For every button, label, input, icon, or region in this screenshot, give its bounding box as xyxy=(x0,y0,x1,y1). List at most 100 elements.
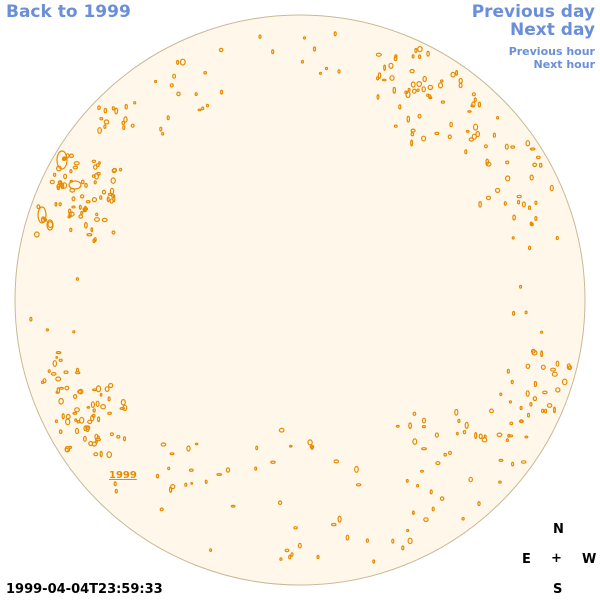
contour-mark xyxy=(383,64,387,71)
contour-mark xyxy=(457,418,461,424)
active-region-link[interactable]: 1999 xyxy=(109,470,137,481)
contour-loop xyxy=(68,180,82,190)
contour-mark xyxy=(230,504,236,508)
contour-mark xyxy=(407,537,413,545)
contour-mark xyxy=(450,71,456,78)
contour-mark xyxy=(508,400,512,404)
contour-mark xyxy=(462,430,467,435)
contour-mark xyxy=(414,47,418,54)
contour-mark xyxy=(318,71,323,75)
contour-mark xyxy=(47,369,51,374)
contour-loop xyxy=(37,206,47,224)
contour-mark xyxy=(555,235,559,241)
contour-mark xyxy=(416,88,420,92)
contour-mark xyxy=(345,534,350,541)
contour-mark xyxy=(489,408,495,414)
contour-mark xyxy=(64,385,70,391)
contour-mark xyxy=(52,360,58,367)
contour-mark xyxy=(455,69,459,76)
contour-mark xyxy=(159,126,163,132)
contour-mark xyxy=(58,358,63,362)
contour-mark xyxy=(161,132,165,136)
contour-mark xyxy=(82,207,86,213)
contour-mark xyxy=(427,84,434,91)
contour-mark xyxy=(407,87,411,92)
contour-mark xyxy=(406,115,411,123)
previous-hour-link[interactable]: Previous hour xyxy=(508,45,595,58)
contour-mark xyxy=(418,54,422,60)
contour-mark xyxy=(416,483,420,488)
contour-mark xyxy=(540,350,544,358)
contour-mark xyxy=(393,124,398,128)
contour-mark xyxy=(176,59,180,65)
contour-mark xyxy=(78,214,84,219)
contour-mark xyxy=(333,31,337,37)
contour-mark xyxy=(49,179,55,185)
contour-mark xyxy=(114,107,119,115)
contour-mark xyxy=(87,419,93,425)
contour-mark xyxy=(98,161,101,165)
contour-mark xyxy=(465,129,470,133)
previous-day-link[interactable]: Previous day xyxy=(471,2,595,22)
contour-mark xyxy=(421,447,427,451)
contour-mark xyxy=(68,211,75,217)
contour-mark xyxy=(270,460,276,464)
contour-mark xyxy=(56,183,61,189)
contour-mark xyxy=(186,445,191,452)
contour-mark xyxy=(529,174,534,181)
contour-mark xyxy=(434,131,440,136)
contour-mark xyxy=(36,204,41,210)
contour-mark xyxy=(201,106,205,111)
contour-mark xyxy=(99,450,103,458)
contour-mark xyxy=(93,217,100,222)
contour-mark xyxy=(86,232,93,237)
contour-mark xyxy=(90,414,95,422)
contour-mark xyxy=(71,196,76,202)
contour-mark xyxy=(468,476,474,483)
contour-mark xyxy=(527,245,532,251)
contour-mark xyxy=(194,442,199,446)
contour-mark xyxy=(166,115,170,121)
contour-mark xyxy=(90,401,96,409)
contour-mark xyxy=(518,284,523,289)
contour-mark xyxy=(204,479,208,484)
contour-mark xyxy=(546,403,553,408)
contour-mark xyxy=(510,461,515,467)
next-day-link[interactable]: Next day xyxy=(510,20,595,40)
contour-mark xyxy=(408,422,413,430)
contour-mark xyxy=(503,201,507,206)
contour-mark xyxy=(533,380,538,388)
contour-mark xyxy=(337,69,341,74)
contour-mark xyxy=(73,161,80,166)
contour-mark xyxy=(412,438,418,445)
contour-mark xyxy=(409,68,415,74)
contour-mark xyxy=(69,227,73,233)
contour-mark xyxy=(416,80,423,87)
contour-mark xyxy=(29,316,33,322)
contour-mark xyxy=(471,92,476,97)
contour-mark xyxy=(68,445,73,449)
compass-west: W xyxy=(582,552,597,567)
contour-mark xyxy=(290,552,294,557)
contour-mark xyxy=(93,180,97,185)
contour-mark xyxy=(423,517,429,522)
magnetic-contours xyxy=(29,31,573,564)
contour-mark xyxy=(492,132,496,138)
contour-mark xyxy=(109,198,114,204)
contour-mark xyxy=(83,222,88,229)
contour-mark xyxy=(63,370,69,375)
contour-mark xyxy=(203,71,208,75)
back-to-year-link[interactable]: Back to 1999 xyxy=(6,2,131,22)
contour-mark xyxy=(172,73,177,79)
contour-mark xyxy=(520,460,527,464)
contour-mark xyxy=(179,58,186,66)
next-hour-link[interactable]: Next hour xyxy=(533,58,596,71)
contour-mark xyxy=(218,47,224,53)
contour-mark xyxy=(448,450,453,456)
contour-mark xyxy=(83,425,88,432)
contour-mark xyxy=(75,367,80,373)
contour-mark xyxy=(109,432,115,437)
contour-loop xyxy=(56,150,68,170)
contour-mark xyxy=(525,390,530,397)
